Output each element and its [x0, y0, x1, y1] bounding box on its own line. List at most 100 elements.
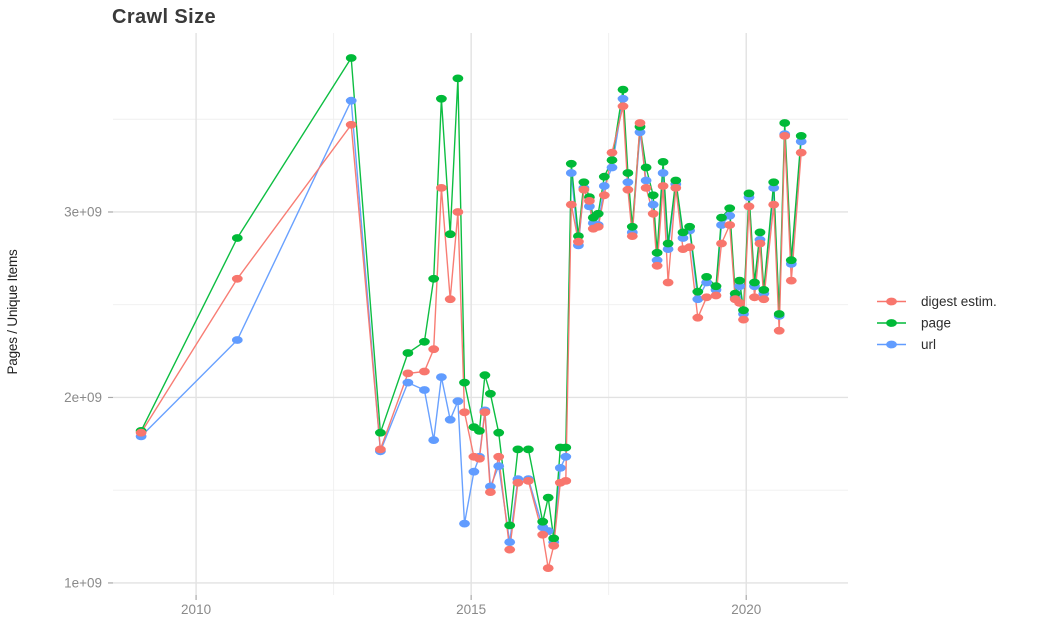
data-point-digest-estim-	[701, 293, 712, 302]
data-point-url	[662, 245, 674, 254]
data-point-url	[565, 169, 577, 177]
data-point-url	[647, 200, 659, 209]
data-point-digest-estim-	[479, 408, 491, 417]
data-point-digest-estim-	[231, 274, 243, 283]
data-point-page	[701, 273, 712, 281]
data-point-page	[773, 310, 785, 318]
x-tick-label: 2010	[181, 602, 211, 617]
data-point-url	[485, 482, 496, 491]
data-point-page	[436, 94, 447, 103]
data-point-page	[565, 159, 577, 168]
data-point-url	[795, 137, 807, 146]
data-point-url	[651, 256, 663, 265]
data-point-digest-estim-	[657, 182, 669, 190]
legend-item: page	[877, 316, 951, 331]
data-point-digest-estim-	[738, 315, 749, 324]
legend-label: digest estim.	[921, 294, 997, 309]
data-point-url	[428, 436, 440, 444]
data-point-page	[734, 276, 745, 285]
data-point-url	[617, 94, 629, 103]
data-point-page	[716, 213, 727, 222]
data-point-digest-estim-	[452, 208, 464, 216]
data-point-page	[474, 427, 485, 435]
data-point-url	[768, 184, 780, 192]
data-point-page	[512, 445, 524, 454]
data-point-page	[651, 248, 663, 257]
data-point-page	[419, 337, 430, 346]
data-point-page	[710, 282, 722, 291]
data-point-digest-estim-	[592, 222, 604, 231]
data-point-url	[444, 415, 456, 424]
data-point-page	[785, 256, 797, 265]
data-point-digest-estim-	[622, 185, 634, 194]
data-point-digest-estim-	[565, 200, 577, 209]
data-point-digest-estim-	[758, 295, 770, 304]
data-point-url	[640, 176, 652, 185]
data-point-url	[504, 538, 516, 546]
data-point-digest-estim-	[743, 202, 755, 211]
data-point-digest-estim-	[606, 148, 618, 157]
data-point-digest-estim-	[428, 345, 440, 354]
data-point-page	[617, 85, 629, 94]
chart-title: Crawl Size	[112, 6, 216, 28]
data-point-digest-estim-	[768, 200, 780, 209]
data-point-page	[444, 230, 456, 239]
data-point-digest-estim-	[459, 408, 470, 417]
data-point-page	[523, 445, 534, 454]
data-point-page	[459, 378, 470, 387]
data-point-digest-estim-	[485, 488, 496, 496]
data-point-page	[622, 169, 634, 177]
data-point-url	[459, 519, 470, 528]
data-point-digest-estim-	[662, 278, 674, 287]
data-point-url	[622, 178, 634, 187]
data-point-digest-estim-	[724, 221, 736, 229]
data-point-digest-estim-	[345, 120, 357, 129]
tick-labels: 2010 2015 2020 1e+09 2e+09 3e+09	[64, 204, 761, 617]
data-point-digest-estim-	[584, 197, 595, 205]
data-point-digest-estim-	[754, 239, 766, 248]
data-point-url	[468, 467, 480, 476]
data-point-digest-estim-	[512, 478, 524, 487]
data-point-digest-estim-	[684, 243, 695, 252]
data-point-digest-estim-	[651, 261, 663, 270]
data-point-page	[626, 222, 638, 231]
data-point-url	[677, 234, 689, 242]
legend-swatch-dot	[886, 297, 897, 306]
y-tick-label: 1e+09	[64, 575, 102, 590]
data-point-page	[640, 163, 652, 172]
data-point-digest-estim-	[795, 148, 807, 157]
data-point-url	[692, 295, 704, 304]
data-point-digest-estim-	[749, 293, 760, 302]
y-tick-label: 3e+09	[64, 204, 102, 219]
data-point-page	[684, 222, 695, 231]
data-point-page	[573, 232, 584, 241]
data-point-digest-estim-	[542, 564, 554, 572]
legend-swatch-dot	[886, 340, 897, 349]
data-point-digest-estim-	[523, 477, 534, 485]
data-point-page	[677, 228, 689, 237]
data-point-digest-estim-	[785, 276, 797, 285]
data-point-url	[231, 336, 243, 344]
data-point-page	[504, 521, 516, 530]
legend-swatch-dot	[886, 319, 897, 327]
data-point-page	[779, 119, 791, 127]
data-point-page	[548, 534, 560, 543]
data-point-digest-estim-	[710, 291, 722, 300]
data-point-page	[662, 239, 674, 248]
data-point-digest-estim-	[578, 185, 590, 194]
data-point-page	[345, 54, 357, 62]
legend-item: url	[877, 337, 936, 352]
data-point-digest-estim-	[504, 545, 516, 554]
legend-label: page	[921, 316, 951, 331]
data-point-digest-estim-	[573, 237, 584, 246]
data-point-url	[345, 96, 357, 105]
data-point-page	[743, 189, 755, 198]
data-point-page	[428, 274, 440, 283]
data-point-digest-estim-	[692, 313, 704, 322]
data-point-url	[657, 169, 669, 177]
data-point-digest-estim-	[402, 369, 414, 378]
data-point-page	[231, 234, 243, 242]
data-point-page	[485, 389, 496, 398]
